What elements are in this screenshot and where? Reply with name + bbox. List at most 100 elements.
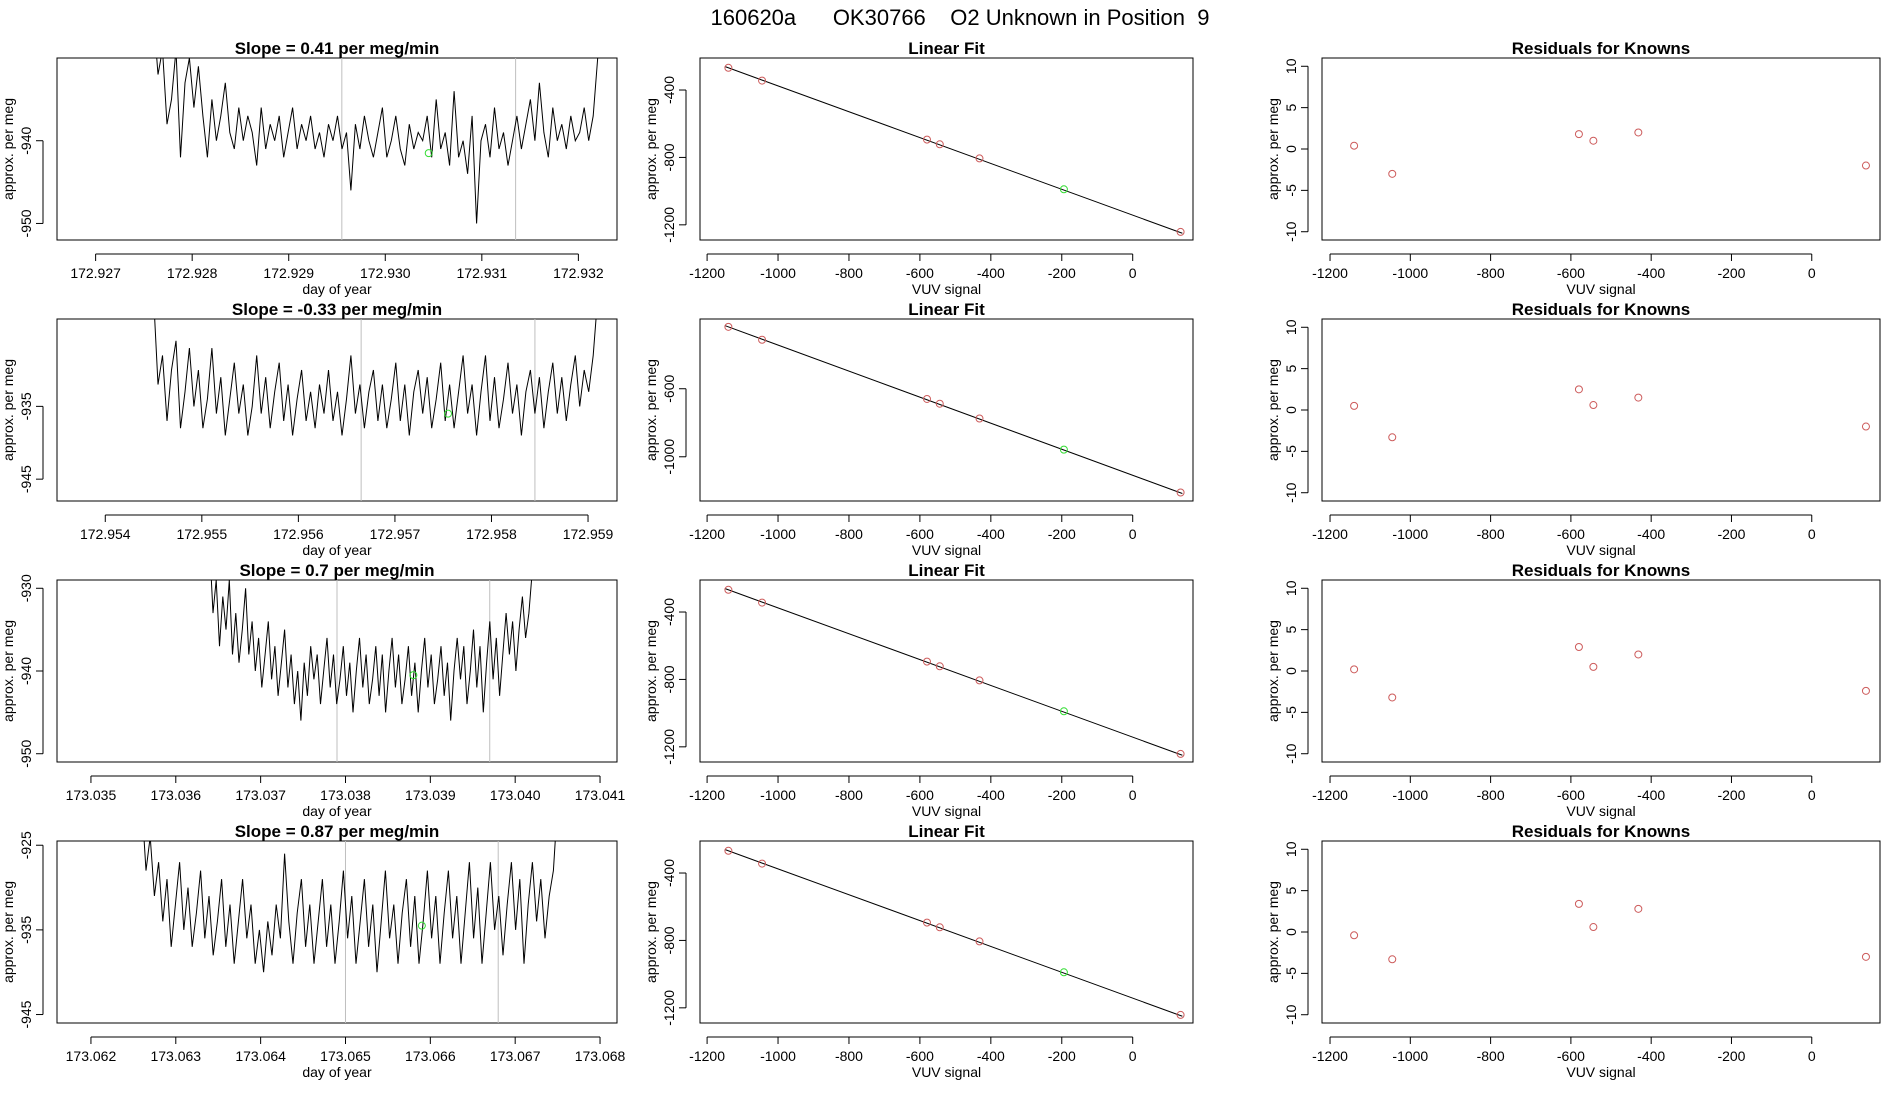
known-point xyxy=(1634,128,1643,137)
known-point xyxy=(758,335,767,344)
panel-title: Linear Fit xyxy=(908,822,985,841)
unknown-point xyxy=(1059,707,1068,716)
panel-title: Slope = 0.87 per meg/min xyxy=(235,822,440,841)
y-tick-label: -950 xyxy=(18,740,34,768)
y-tick-label: 0 xyxy=(1283,928,1299,936)
x-tick-label: 172.928 xyxy=(167,265,218,281)
x-tick-label: -600 xyxy=(906,787,934,803)
x-tick-label: -1000 xyxy=(1392,787,1428,803)
plot-frame xyxy=(1321,840,1881,1024)
x-tick-label: -800 xyxy=(835,526,863,542)
linear-fit-panel-3: Linear Fit -1200 -1000 -800 -600 -400 -200 0 VUV… xyxy=(643,561,1194,819)
series-line xyxy=(143,841,556,973)
x-tick-label: -1000 xyxy=(760,265,796,281)
plot-frame xyxy=(1321,579,1881,763)
x-tick-label: -400 xyxy=(1637,787,1665,803)
y-axis-label: approx. per meg xyxy=(1265,98,1281,200)
x-tick-label: -800 xyxy=(1477,265,1505,281)
known-point xyxy=(1574,130,1583,139)
panel-title: Linear Fit xyxy=(908,300,985,319)
known-point xyxy=(922,657,931,666)
x-tick-label: 0 xyxy=(1808,265,1816,281)
y-tick-label: 5 xyxy=(1283,104,1299,112)
plot-frame xyxy=(56,57,618,241)
y-tick-label: 5 xyxy=(1283,365,1299,373)
x-tick-label: -600 xyxy=(1557,787,1585,803)
x-tick-label: 0 xyxy=(1129,526,1137,542)
y-tick-label: 0 xyxy=(1283,667,1299,675)
x-tick-label: 0 xyxy=(1129,787,1137,803)
x-tick-label: -800 xyxy=(1477,526,1505,542)
x-tick-label: -800 xyxy=(1477,787,1505,803)
y-axis-label: approx. per meg xyxy=(0,881,16,983)
known-point xyxy=(724,322,733,331)
timeseries-panel-4: Slope = 0.87 per meg/min 173.062 173.063 17… xyxy=(0,822,626,1080)
x-axis-label: day of year xyxy=(302,803,372,819)
plot-frame xyxy=(1321,318,1881,502)
x-axis-label: VUV signal xyxy=(912,281,981,297)
x-tick-label: -800 xyxy=(835,265,863,281)
y-tick-label: -1200 xyxy=(661,729,677,765)
known-point xyxy=(1350,401,1359,410)
known-point xyxy=(1861,686,1870,695)
x-tick-label: 173.035 xyxy=(66,787,117,803)
x-tick-label: -1000 xyxy=(1392,265,1428,281)
panel-title: Residuals for Knowns xyxy=(1512,822,1691,841)
x-tick-label: -800 xyxy=(835,1048,863,1064)
panel-title: Residuals for Knowns xyxy=(1512,561,1691,580)
known-point xyxy=(758,598,767,607)
fit-line xyxy=(725,588,1183,756)
y-tick-label: -925 xyxy=(18,831,34,859)
x-axis-label: VUV signal xyxy=(1566,1064,1635,1080)
panel-title: Residuals for Knowns xyxy=(1512,300,1691,319)
y-tick-label: -940 xyxy=(18,127,34,155)
known-point xyxy=(935,399,944,408)
x-tick-label: 173.062 xyxy=(66,1048,117,1064)
x-tick-label: -600 xyxy=(1557,526,1585,542)
known-point xyxy=(1176,227,1185,236)
x-tick-label: -600 xyxy=(1557,1048,1585,1064)
unknown-point xyxy=(1059,445,1068,454)
unknown-point xyxy=(444,409,453,418)
x-tick-label: -400 xyxy=(977,526,1005,542)
x-axis-label: day of year xyxy=(302,281,372,297)
y-tick-label: -400 xyxy=(661,598,677,626)
x-axis-label: VUV signal xyxy=(1566,803,1635,819)
x-axis-label: day of year xyxy=(302,1064,372,1080)
unknown-point xyxy=(409,671,418,680)
known-point xyxy=(758,76,767,85)
x-tick-label: -600 xyxy=(906,1048,934,1064)
x-tick-label: -1200 xyxy=(1312,1048,1348,1064)
x-tick-label: 0 xyxy=(1808,787,1816,803)
panel-title: Linear Fit xyxy=(908,39,985,58)
x-axis-label: VUV signal xyxy=(912,1064,981,1080)
x-tick-label: -600 xyxy=(906,265,934,281)
known-point xyxy=(1574,385,1583,394)
panel-title: Residuals for Knowns xyxy=(1512,39,1691,58)
y-axis-label: approx. per meg xyxy=(1265,881,1281,983)
plot-frame xyxy=(1321,57,1881,241)
known-point xyxy=(724,63,733,72)
y-tick-label: -945 xyxy=(18,465,34,493)
y-tick-label: 10 xyxy=(1283,319,1299,335)
x-tick-label: 173.038 xyxy=(320,787,371,803)
linear-fit-panel-2: Linear Fit -1200 -1000 -800 -600 -400 -200 0 VUV… xyxy=(643,300,1194,558)
y-tick-label: -5 xyxy=(1283,706,1299,719)
known-point xyxy=(1634,393,1643,402)
y-tick-label: -400 xyxy=(661,76,677,104)
fit-line xyxy=(725,325,1183,494)
x-tick-label: -200 xyxy=(1048,526,1076,542)
timeseries-panel-2: Slope = -0.33 per meg/min 172.954 172.955 1… xyxy=(0,300,618,558)
x-tick-label: -1000 xyxy=(760,1048,796,1064)
known-point xyxy=(1350,931,1359,940)
y-tick-label: -935 xyxy=(18,392,34,420)
y-tick-label: -1200 xyxy=(661,207,677,243)
known-point xyxy=(1861,952,1870,961)
panel-title: Slope = 0.7 per meg/min xyxy=(239,561,434,580)
unknown-point xyxy=(1059,968,1068,977)
known-point xyxy=(935,140,944,149)
y-tick-label: 10 xyxy=(1283,841,1299,857)
x-tick-label: -400 xyxy=(977,1048,1005,1064)
plot-frame xyxy=(56,840,618,1024)
